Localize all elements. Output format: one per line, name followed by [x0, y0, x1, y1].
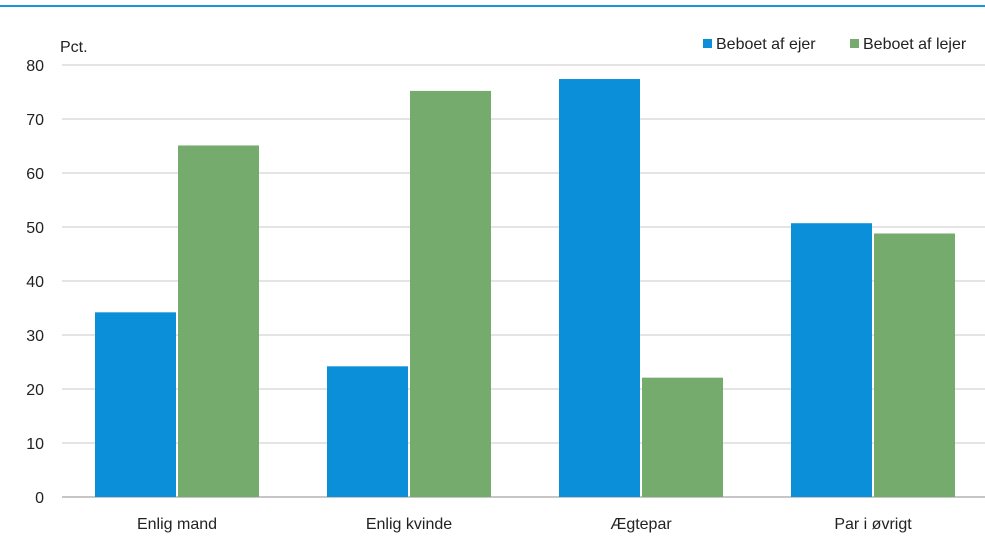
y-tick-label: 40 [26, 274, 44, 291]
x-category-label: Enlig mand [137, 516, 217, 533]
bar-lejer-0 [178, 145, 259, 497]
bar-ejer-1 [327, 366, 408, 497]
x-category-label: Enlig kvinde [366, 516, 452, 533]
y-tick-label: 20 [26, 382, 44, 399]
bars [95, 79, 955, 498]
bar-lejer-1 [410, 90, 491, 498]
legend-label: Beboet af ejer [716, 36, 816, 53]
bar-lejer-3 [874, 233, 955, 498]
x-category-label: Par i øvrigt [834, 516, 912, 533]
y-tick-label: 30 [26, 328, 44, 345]
bar-ejer-0 [95, 312, 176, 497]
x-axis-labels: Enlig mand Enlig kvinde Ægtepar Par i øvrig… [137, 516, 912, 533]
y-tick-label: 70 [26, 112, 44, 129]
y-tick-label: 0 [35, 490, 44, 507]
y-axis-unit-label: Pct. [60, 39, 88, 56]
legend-swatch [850, 39, 859, 48]
y-axis-ticks: 0 10 20 30 40 50 60 70 80 [26, 58, 44, 507]
legend-swatch [703, 39, 712, 48]
bar-lejer-2 [642, 377, 723, 497]
bar-ejer-3 [791, 223, 872, 497]
y-tick-label: 50 [26, 220, 44, 237]
x-category-label: Ægtepar [610, 516, 672, 533]
legend-label: Beboet af lejer [863, 36, 967, 53]
y-tick-label: 80 [26, 58, 44, 75]
y-tick-label: 10 [26, 436, 44, 453]
legend: Beboet af ejer Beboet af lejer [703, 36, 967, 53]
y-tick-label: 60 [26, 166, 44, 183]
bar-ejer-2 [559, 79, 640, 497]
